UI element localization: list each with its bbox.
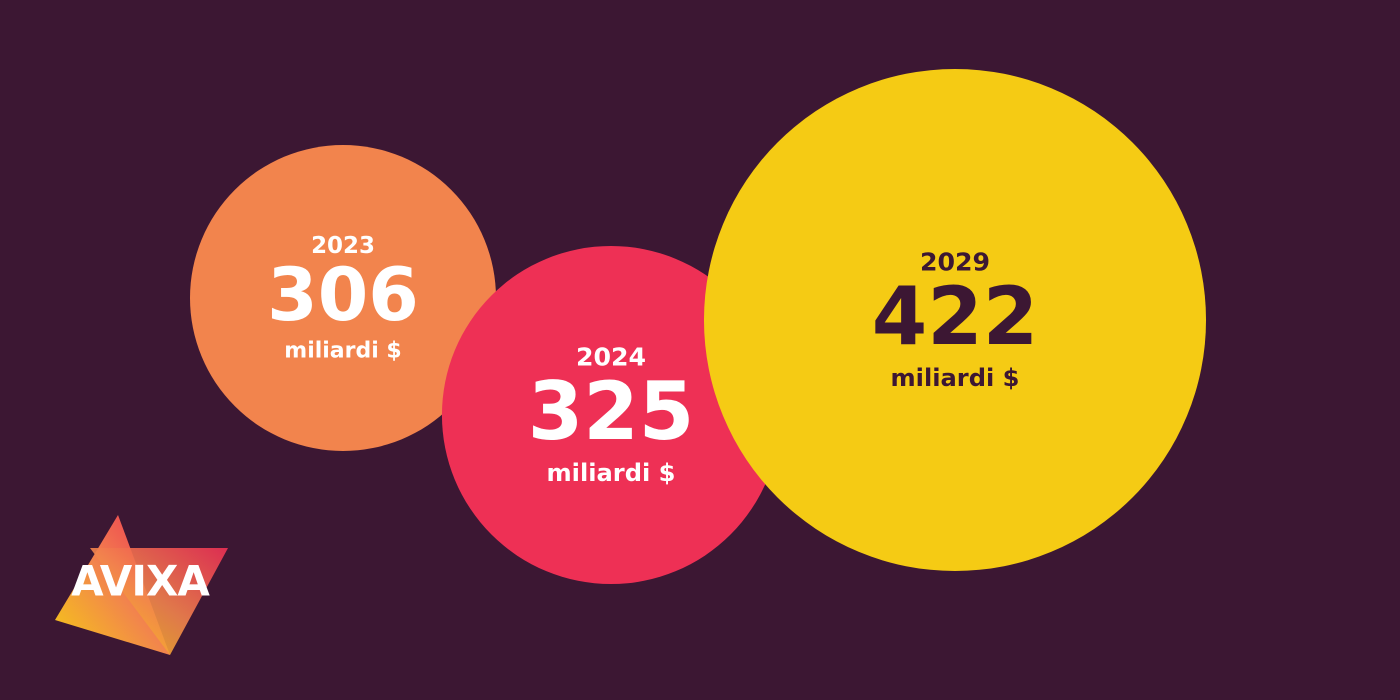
logo-triangle <box>90 548 228 655</box>
value-label: 306 <box>267 254 419 338</box>
unit-label: miliardi $ <box>891 364 1020 392</box>
value-label: 422 <box>872 270 1039 363</box>
logo-text: AVIXA <box>71 557 210 606</box>
logo: AVIXA <box>55 515 228 655</box>
bubble <box>703 68 1207 572</box>
bubble <box>190 145 496 451</box>
year-label: 2023 <box>311 233 375 259</box>
bubble <box>441 245 781 585</box>
year-label: 2029 <box>920 247 990 276</box>
logo-triangle <box>55 515 170 655</box>
value-label: 325 <box>528 365 695 458</box>
unit-label: miliardi $ <box>547 459 676 487</box>
unit-label: miliardi $ <box>284 339 401 364</box>
year-label: 2024 <box>576 342 646 371</box>
